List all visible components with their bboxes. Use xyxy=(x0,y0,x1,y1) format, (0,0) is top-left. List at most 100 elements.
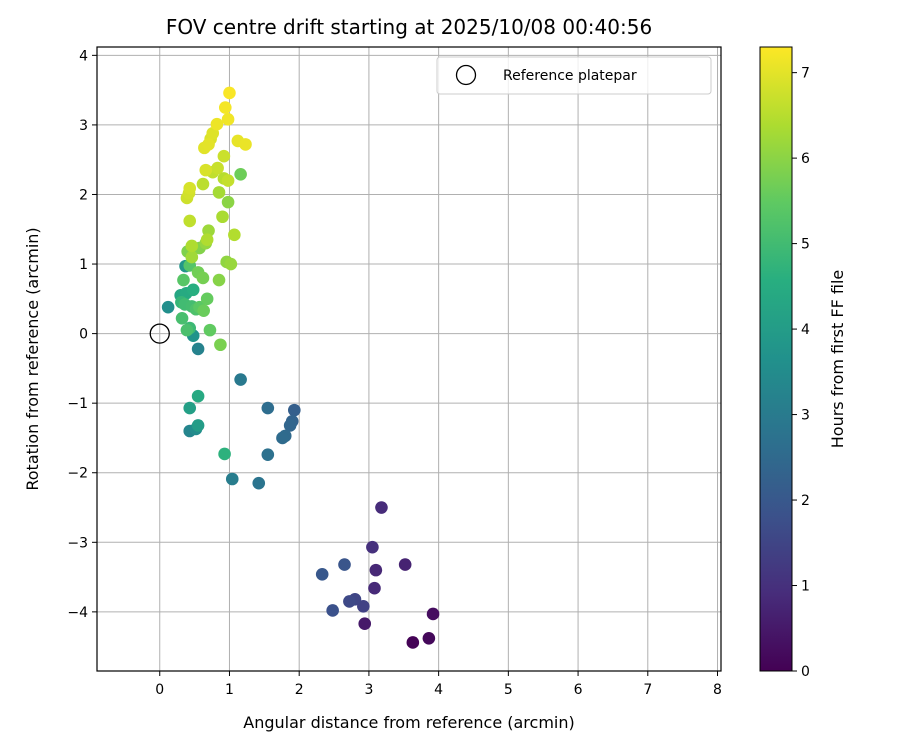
data-point xyxy=(214,338,227,352)
data-point xyxy=(191,419,205,432)
y-tick-label: −2 xyxy=(67,466,88,482)
data-point xyxy=(218,101,232,114)
legend-box xyxy=(436,56,712,95)
data-point xyxy=(200,292,214,306)
data-point xyxy=(343,595,356,608)
data-point xyxy=(338,558,351,571)
data-point xyxy=(218,447,231,461)
data-points xyxy=(161,86,440,649)
data-point xyxy=(223,86,236,100)
data-point xyxy=(366,540,379,554)
data-point xyxy=(177,273,190,287)
data-point xyxy=(212,186,226,199)
data-point xyxy=(228,228,241,242)
y-axis-ticks: −4 −3 −2 −1 0 1 2 3 4 xyxy=(67,48,97,621)
data-point xyxy=(191,389,205,403)
y-tick-label: 3 xyxy=(79,118,88,134)
data-point xyxy=(234,168,247,181)
x-tick-label: 2 xyxy=(295,682,304,698)
colorbar-tick-label: 1 xyxy=(801,579,810,595)
colorbar-gradient xyxy=(759,46,793,672)
grid xyxy=(97,47,721,671)
x-tick-label: 0 xyxy=(155,682,164,698)
data-point xyxy=(185,239,199,253)
colorbar-tick-label: 6 xyxy=(801,151,810,167)
data-point xyxy=(239,138,252,151)
y-tick-label: −4 xyxy=(67,605,88,621)
data-point xyxy=(326,604,339,617)
data-point xyxy=(211,161,224,175)
x-tick-label: 5 xyxy=(504,682,513,698)
x-axis-label: Angular distance from reference (arcmin) xyxy=(243,713,574,732)
data-point xyxy=(369,563,383,577)
data-point xyxy=(315,568,329,581)
chart-title: FOV centre drift starting at 2025/10/08 … xyxy=(166,15,652,39)
data-point xyxy=(422,632,436,645)
data-point xyxy=(161,300,175,314)
data-point xyxy=(191,342,205,356)
plot-frame xyxy=(96,46,722,672)
legend-label: Reference platepar xyxy=(503,68,637,84)
data-point xyxy=(283,419,297,432)
data-point xyxy=(288,403,301,417)
data-point xyxy=(200,233,214,246)
y-tick-label: 2 xyxy=(79,187,88,203)
data-point xyxy=(406,636,420,649)
data-point xyxy=(221,174,235,187)
data-point xyxy=(217,149,231,163)
data-point xyxy=(358,617,372,630)
data-point xyxy=(197,304,210,317)
data-point xyxy=(199,163,213,177)
data-point xyxy=(196,177,210,191)
data-point xyxy=(210,117,224,131)
data-point xyxy=(183,214,197,228)
data-point xyxy=(426,607,440,621)
legend: Reference platepar xyxy=(436,56,712,95)
colorbar-tick-label: 3 xyxy=(801,408,810,424)
data-point xyxy=(216,210,229,224)
data-point xyxy=(224,257,238,271)
x-tick-label: 6 xyxy=(574,682,583,698)
x-tick-label: 7 xyxy=(643,682,652,698)
data-point xyxy=(357,600,370,613)
data-point xyxy=(368,581,381,595)
data-point xyxy=(261,401,275,415)
colorbar: 0 1 2 3 4 5 6 7 Hours from first FF file xyxy=(759,46,847,680)
x-tick-label: 1 xyxy=(225,682,234,698)
data-point xyxy=(183,401,197,415)
data-point xyxy=(234,373,247,386)
data-point xyxy=(221,195,235,209)
y-tick-label: −3 xyxy=(67,535,88,551)
x-tick-label: 4 xyxy=(434,682,443,698)
x-tick-label: 3 xyxy=(364,682,373,698)
data-point xyxy=(276,431,289,445)
data-point xyxy=(180,323,194,337)
reference-platepar-marker xyxy=(149,323,170,344)
y-tick-label: −1 xyxy=(67,396,88,412)
colorbar-ticks: 0 1 2 3 4 5 6 7 xyxy=(792,66,810,680)
legend-marker-icon xyxy=(455,64,477,86)
x-tick-label: 8 xyxy=(713,682,722,698)
data-point xyxy=(212,273,226,287)
y-tick-label: 0 xyxy=(79,327,88,343)
data-point xyxy=(225,472,239,486)
data-point xyxy=(196,271,210,285)
colorbar-label: Hours from first FF file xyxy=(828,270,847,449)
data-point xyxy=(375,501,388,514)
y-axis-label: Rotation from reference (arcmin) xyxy=(23,227,42,490)
colorbar-tick-label: 2 xyxy=(801,493,810,509)
data-point xyxy=(186,283,200,297)
colorbar-tick-label: 0 xyxy=(801,664,810,680)
x-axis-ticks: 0 1 2 3 4 5 6 7 8 xyxy=(155,671,722,698)
data-point xyxy=(252,476,266,490)
reference-point xyxy=(149,323,170,344)
colorbar-tick-label: 4 xyxy=(801,322,810,338)
data-point xyxy=(202,138,215,151)
data-point xyxy=(221,113,235,126)
data-point xyxy=(185,250,199,264)
data-point xyxy=(261,448,275,461)
y-tick-label: 1 xyxy=(79,257,88,273)
data-point xyxy=(183,181,197,195)
data-point xyxy=(398,558,412,571)
